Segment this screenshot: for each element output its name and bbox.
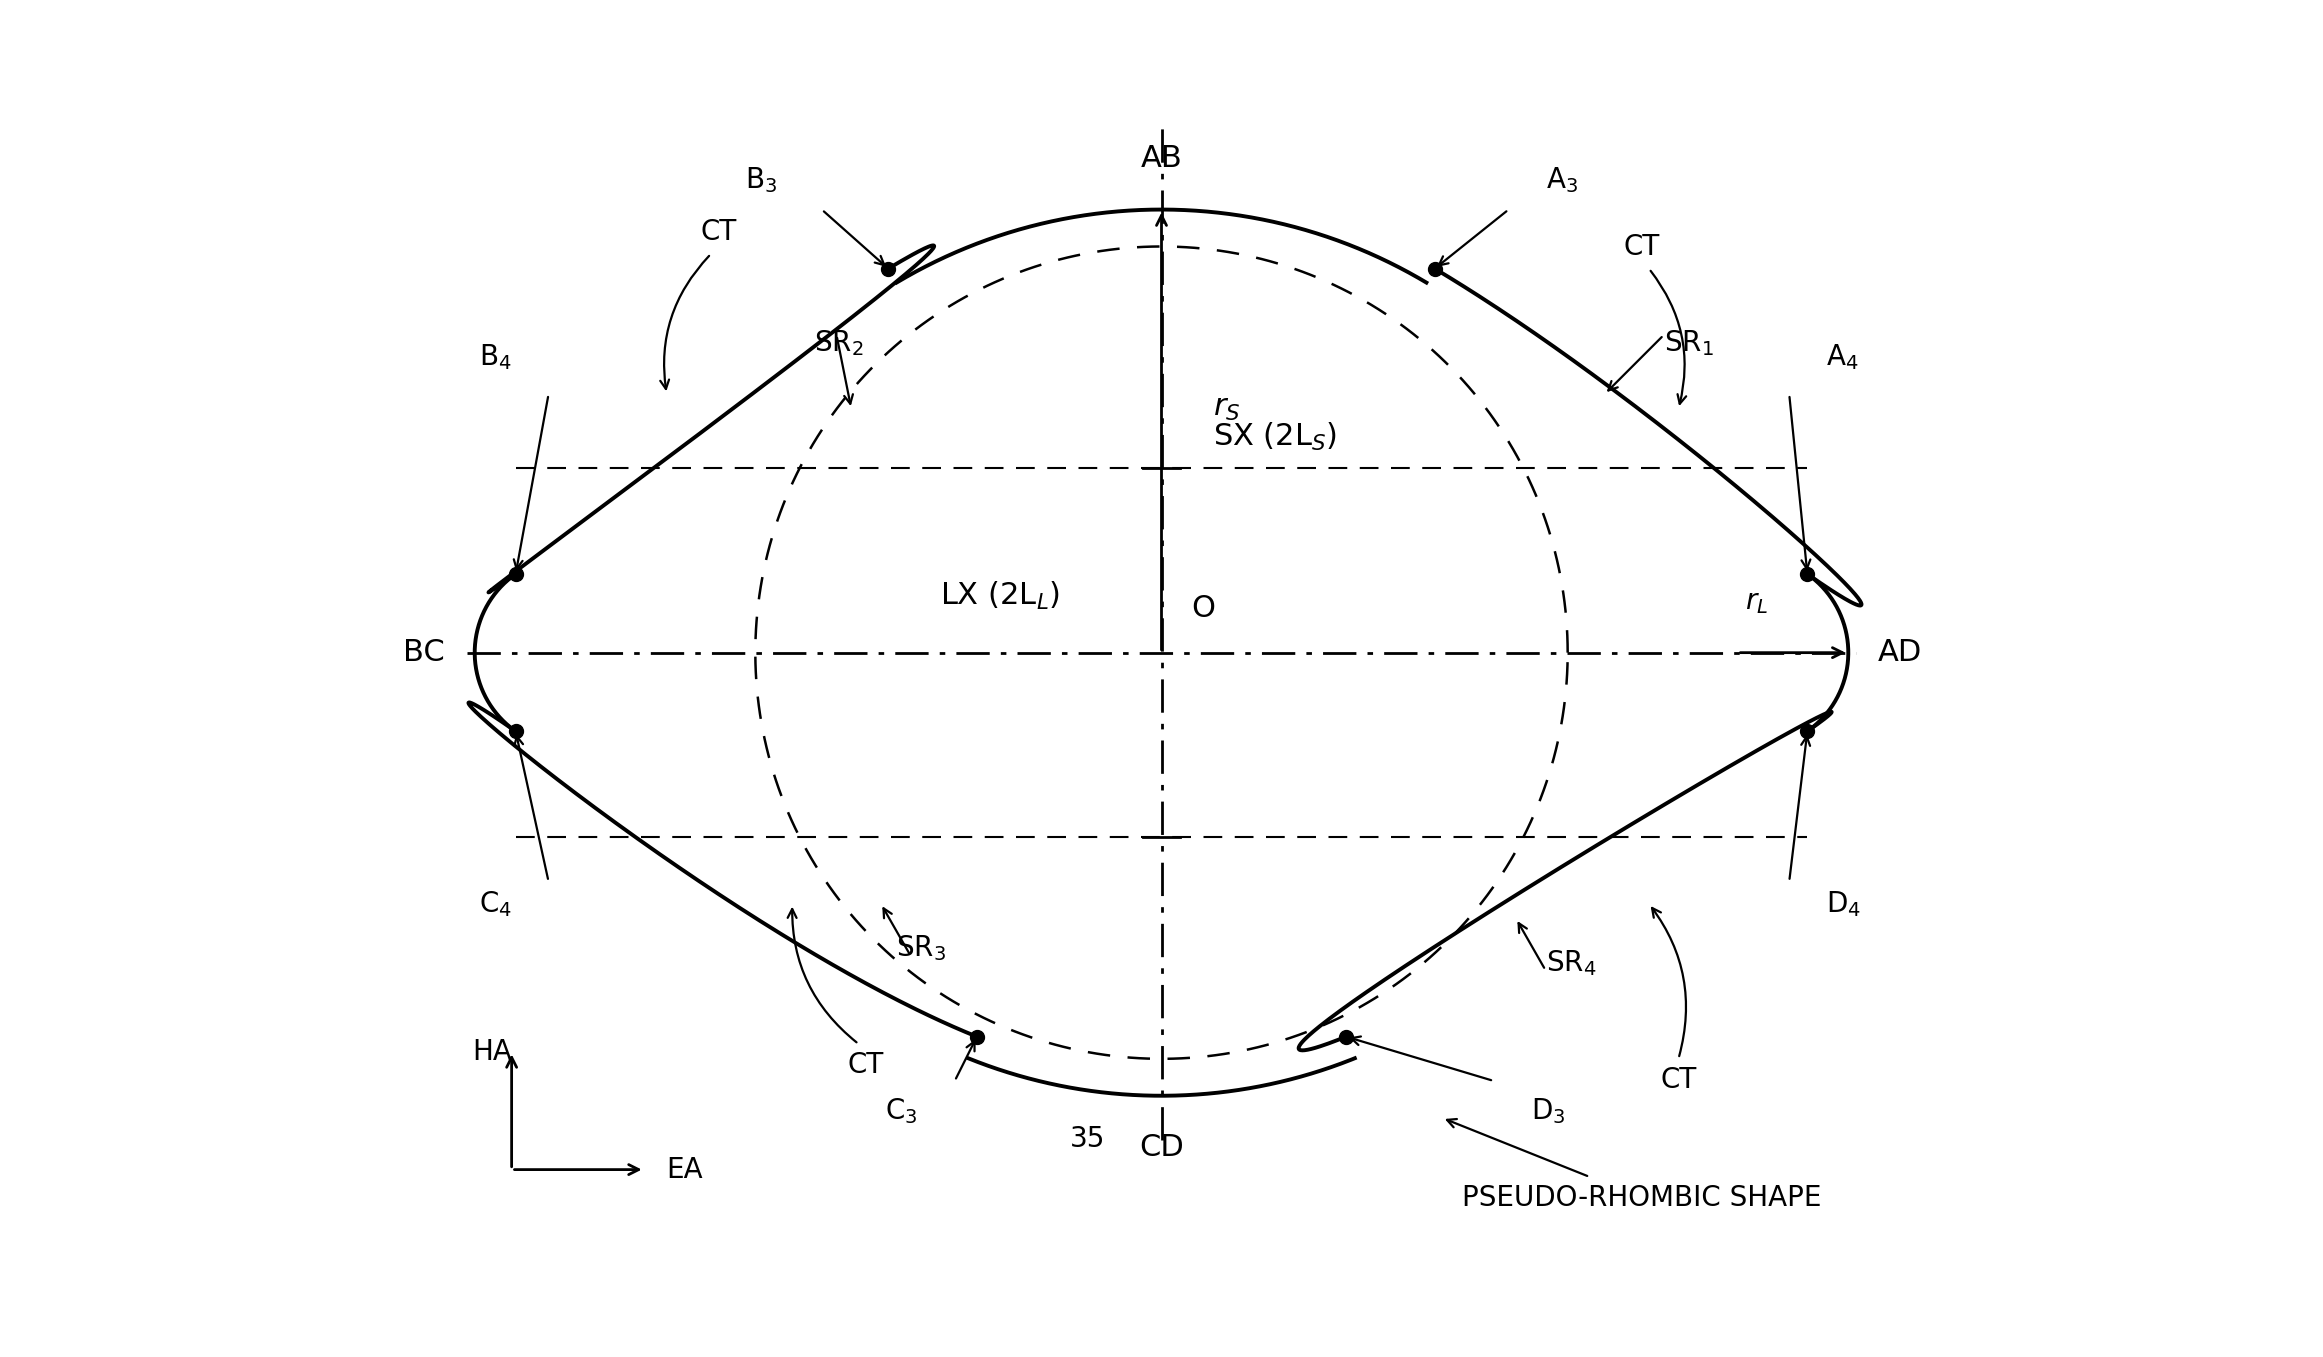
Text: $r_L$: $r_L$: [1745, 588, 1768, 616]
Text: AB: AB: [1141, 144, 1182, 172]
Text: $r_S$: $r_S$: [1213, 395, 1240, 423]
Text: CT: CT: [699, 218, 736, 247]
Text: B$_3$: B$_3$: [746, 166, 778, 195]
Text: EA: EA: [667, 1156, 704, 1183]
Text: CD: CD: [1138, 1133, 1185, 1162]
Text: C$_3$: C$_3$: [885, 1095, 918, 1125]
Text: HA: HA: [472, 1038, 511, 1067]
Text: SR$_3$: SR$_3$: [897, 934, 945, 963]
Text: LX (2L$_L$): LX (2L$_L$): [941, 579, 1059, 612]
Text: CT: CT: [1661, 1067, 1696, 1094]
Text: B$_4$: B$_4$: [479, 342, 511, 372]
Text: BC: BC: [404, 638, 446, 668]
Text: AD: AD: [1877, 638, 1921, 668]
Text: 35: 35: [1071, 1125, 1106, 1153]
Text: SR$_1$: SR$_1$: [1663, 327, 1714, 357]
Text: SR$_4$: SR$_4$: [1545, 947, 1596, 977]
Text: A$_3$: A$_3$: [1545, 166, 1577, 195]
Text: CT: CT: [848, 1052, 885, 1079]
Text: PSEUDO-RHOMBIC SHAPE: PSEUDO-RHOMBIC SHAPE: [1461, 1185, 1821, 1212]
Text: SR$_2$: SR$_2$: [815, 327, 864, 357]
Text: C$_4$: C$_4$: [479, 889, 511, 919]
Text: CT: CT: [1624, 233, 1659, 262]
Text: O: O: [1192, 594, 1215, 623]
Text: D$_3$: D$_3$: [1531, 1095, 1566, 1125]
Text: A$_4$: A$_4$: [1826, 342, 1858, 372]
Text: D$_4$: D$_4$: [1826, 889, 1861, 919]
Text: SX (2L$_S$): SX (2L$_S$): [1213, 421, 1338, 453]
